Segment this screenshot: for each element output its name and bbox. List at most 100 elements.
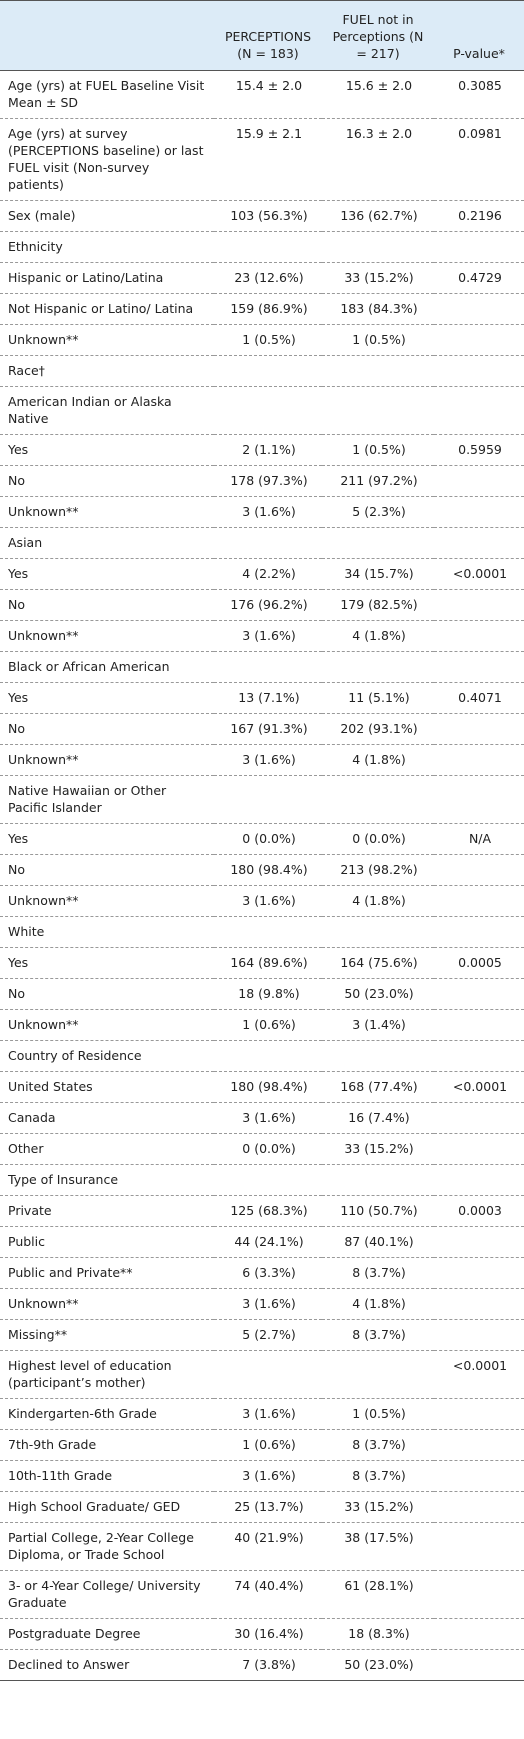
- value-cell: 15.4 ± 2.0: [214, 70, 322, 119]
- value-cell: 5 (2.3%): [322, 496, 434, 528]
- row-label: Public: [0, 1226, 214, 1258]
- row-label: Declined to Answer: [0, 1649, 214, 1681]
- value-cell: 0.0005: [434, 947, 524, 979]
- value-cell: 4 (2.2%): [214, 558, 322, 590]
- row-label: Highest level of education (participant’…: [0, 1350, 214, 1399]
- value-cell: [322, 1350, 434, 1399]
- value-cell: <0.0001: [434, 558, 524, 590]
- value-cell: 87 (40.1%): [322, 1226, 434, 1258]
- row-label: Unknown**: [0, 620, 214, 652]
- row-label: Kindergarten-6th Grade: [0, 1398, 214, 1430]
- table-row: No 176 (96.2%) 179 (82.5%): [0, 589, 524, 621]
- value-cell: [434, 854, 524, 886]
- value-cell: [214, 1040, 322, 1072]
- table-row: No 180 (98.4%) 213 (98.2%): [0, 854, 524, 886]
- value-cell: 25 (13.7%): [214, 1491, 322, 1523]
- table-row: Unknown** 3 (1.6%) 4 (1.8%): [0, 620, 524, 652]
- value-cell: 38 (17.5%): [322, 1522, 434, 1571]
- value-cell: 180 (98.4%): [214, 854, 322, 886]
- value-cell: [322, 231, 434, 263]
- value-cell: [434, 978, 524, 1010]
- value-cell: [434, 589, 524, 621]
- row-label: Yes: [0, 947, 214, 979]
- value-cell: [434, 620, 524, 652]
- value-cell: 8 (3.7%): [322, 1429, 434, 1461]
- value-cell: 0.3085: [434, 70, 524, 119]
- value-cell: 3 (1.6%): [214, 1102, 322, 1134]
- value-cell: 8 (3.7%): [322, 1319, 434, 1351]
- table-row: Hispanic or Latino/Latina 23 (12.6%) 33 (1…: [0, 262, 524, 294]
- value-cell: 15.6 ± 2.0: [322, 70, 434, 119]
- row-label: No: [0, 589, 214, 621]
- row-label: Black or African American: [0, 651, 214, 683]
- value-cell: 4 (1.8%): [322, 744, 434, 776]
- table-row: Asian: [0, 527, 524, 559]
- value-cell: N/A: [434, 823, 524, 855]
- table-row: Native Hawaiian or Other Pacific Islande…: [0, 775, 524, 824]
- value-cell: [434, 1398, 524, 1430]
- table-row: Unknown** 3 (1.6%) 4 (1.8%): [0, 1288, 524, 1320]
- value-cell: 6 (3.3%): [214, 1257, 322, 1289]
- row-label: Yes: [0, 434, 214, 466]
- table-row: United States 180 (98.4%) 168 (77.4%) <0.00…: [0, 1071, 524, 1103]
- value-cell: 4 (1.8%): [322, 620, 434, 652]
- value-cell: 33 (15.2%): [322, 262, 434, 294]
- value-cell: [434, 1460, 524, 1492]
- row-label: Country of Residence: [0, 1040, 214, 1072]
- value-cell: 167 (91.3%): [214, 713, 322, 745]
- table-row: Declined to Answer 7 (3.8%) 50 (23.0%): [0, 1649, 524, 1681]
- row-label: Sex (male): [0, 200, 214, 232]
- table-row: American Indian or Alaska Native: [0, 386, 524, 435]
- row-label: Private: [0, 1195, 214, 1227]
- value-cell: [434, 1570, 524, 1619]
- value-cell: [322, 651, 434, 683]
- value-cell: [214, 527, 322, 559]
- row-label: Unknown**: [0, 885, 214, 917]
- row-label: Unknown**: [0, 1009, 214, 1041]
- value-cell: 213 (98.2%): [322, 854, 434, 886]
- table-row: 7th-9th Grade 1 (0.6%) 8 (3.7%): [0, 1429, 524, 1461]
- table-row: Yes 2 (1.1%) 1 (0.5%) 0.5959: [0, 434, 524, 466]
- header-cell: FUEL not in Perceptions (N = 217): [332, 12, 424, 61]
- table-row: Other 0 (0.0%) 33 (15.2%): [0, 1133, 524, 1165]
- row-label: Unknown**: [0, 1288, 214, 1320]
- value-cell: 1 (0.5%): [322, 1398, 434, 1430]
- value-cell: 7 (3.8%): [214, 1649, 322, 1681]
- row-label: Race†: [0, 355, 214, 387]
- value-cell: 211 (97.2%): [322, 465, 434, 497]
- row-label: Unknown**: [0, 744, 214, 776]
- table-row: Unknown** 1 (0.6%) 3 (1.4%): [0, 1009, 524, 1041]
- value-cell: 18 (8.3%): [322, 1618, 434, 1650]
- row-label: Missing**: [0, 1319, 214, 1351]
- table-row: Unknown** 3 (1.6%) 4 (1.8%): [0, 885, 524, 917]
- value-cell: [214, 1350, 322, 1399]
- value-cell: [434, 1618, 524, 1650]
- table-row: Age (yrs) at FUEL Baseline Visit Mean ± …: [0, 70, 524, 119]
- table-row: Unknown** 3 (1.6%) 5 (2.3%): [0, 496, 524, 528]
- value-cell: 1 (0.5%): [322, 324, 434, 356]
- table-row: Age (yrs) at survey (PERCEPTIONS baselin…: [0, 118, 524, 201]
- table-row: Unknown** 3 (1.6%) 4 (1.8%): [0, 744, 524, 776]
- value-cell: 168 (77.4%): [322, 1071, 434, 1103]
- row-label: No: [0, 854, 214, 886]
- value-cell: [434, 324, 524, 356]
- value-cell: 18 (9.8%): [214, 978, 322, 1010]
- value-cell: 164 (75.6%): [322, 947, 434, 979]
- value-cell: [434, 1522, 524, 1571]
- value-cell: 13 (7.1%): [214, 682, 322, 714]
- value-cell: 3 (1.6%): [214, 1288, 322, 1320]
- row-label: 7th-9th Grade: [0, 1429, 214, 1461]
- table-row: High School Graduate/ GED 25 (13.7%) 33 (1…: [0, 1491, 524, 1523]
- table-header: PERCEPTIONS (N = 183) FUEL not in Percept…: [0, 0, 524, 71]
- value-cell: [434, 1226, 524, 1258]
- table-row: Kindergarten-6th Grade 3 (1.6%) 1 (0.5%): [0, 1398, 524, 1430]
- row-label: 10th-11th Grade: [0, 1460, 214, 1492]
- value-cell: 16.3 ± 2.0: [322, 118, 434, 201]
- value-cell: 8 (3.7%): [322, 1460, 434, 1492]
- table-row: Yes 13 (7.1%) 11 (5.1%) 0.4071: [0, 682, 524, 714]
- value-cell: [434, 465, 524, 497]
- table-row: Public and Private** 6 (3.3%) 8 (3.7%): [0, 1257, 524, 1289]
- row-label: Hispanic or Latino/Latina: [0, 262, 214, 294]
- table-body: Age (yrs) at FUEL Baseline Visit Mean ± …: [0, 70, 524, 1681]
